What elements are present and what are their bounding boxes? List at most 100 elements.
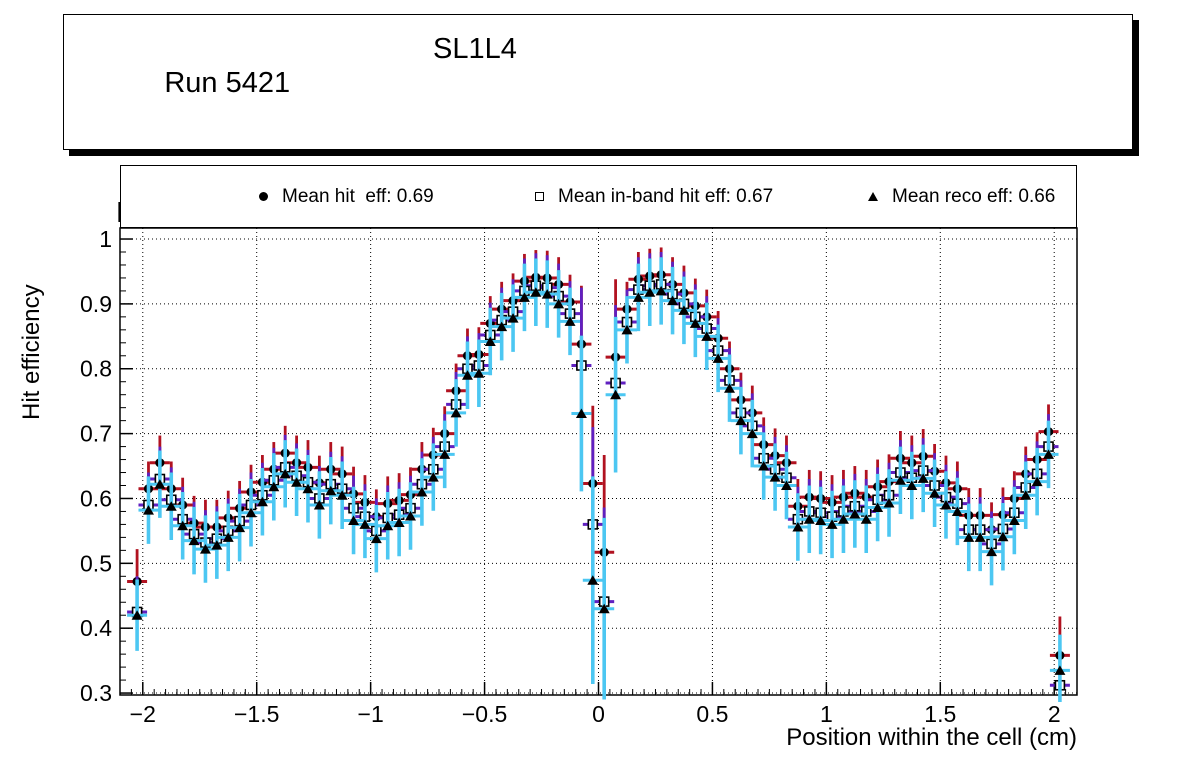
data-point-triangle <box>769 472 781 482</box>
data-point-triangle <box>587 575 599 585</box>
data-point-triangle <box>473 368 485 378</box>
data-point-triangle <box>484 336 496 347</box>
x-tick-label: 1.5 <box>924 701 956 727</box>
data-point-triangle <box>427 472 439 482</box>
data-point-triangle <box>906 480 918 490</box>
data-point-triangle <box>872 502 884 513</box>
data-point-triangle <box>439 449 451 459</box>
x-tick-label: 0 <box>592 701 605 727</box>
x-tick-label: 0.5 <box>696 701 728 727</box>
data-point-triangle <box>416 486 428 497</box>
data-point-triangle <box>291 477 303 487</box>
data-point-triangle <box>234 522 246 533</box>
data-point-triangle <box>689 318 701 328</box>
legend-label-reco-eff: Mean reco eff: 0.66 <box>892 185 1056 207</box>
y-tick-label: 0.3 <box>80 680 112 706</box>
data-point-triangle <box>211 540 223 550</box>
data-point-triangle <box>883 498 895 508</box>
data-point-triangle <box>758 461 770 471</box>
data-point-triangle <box>336 490 348 500</box>
data-point-triangle <box>1054 665 1066 675</box>
data-point-triangle <box>177 520 189 531</box>
filled-circle-icon <box>259 192 268 201</box>
legend-entry-reco-eff: Mean reco eff: 0.66 <box>868 166 1055 227</box>
data-point-triangle <box>530 287 542 297</box>
title-line-1: Run 5421 SL1L4 <box>116 32 1132 168</box>
y-tick-label: 0.8 <box>80 356 112 382</box>
data-point-triangle <box>302 483 314 494</box>
data-point-triangle <box>382 520 394 531</box>
data-point-triangle <box>929 488 941 498</box>
y-tick-label: 1 <box>99 226 112 252</box>
open-square-icon <box>535 192 544 201</box>
data-point-triangle <box>348 515 360 526</box>
data-point-triangle <box>131 610 143 620</box>
data-point-triangle <box>507 313 519 323</box>
data-point-triangle <box>724 383 736 393</box>
data-point-triangle <box>678 305 690 315</box>
data-point-triangle <box>997 531 1009 542</box>
legend-label-inband-hit-eff: Mean in-band hit eff: 0.67 <box>558 185 774 207</box>
y-tick-label: 0.9 <box>80 291 112 317</box>
x-tick-label: −1 <box>358 701 384 727</box>
data-point-triangle <box>632 292 644 302</box>
x-tick-label: 2 <box>1048 701 1061 727</box>
data-point-triangle <box>313 499 325 510</box>
data-point-triangle <box>359 519 371 529</box>
data-point-triangle <box>564 316 576 326</box>
data-point-triangle <box>780 480 792 490</box>
data-point-triangle <box>188 535 200 546</box>
data-point-triangle <box>1020 490 1032 500</box>
data-point-triangle <box>655 285 667 296</box>
data-point-triangle <box>849 509 861 519</box>
data-point-triangle <box>894 475 906 485</box>
x-tick-label: −2 <box>130 701 156 727</box>
data-point-triangle <box>644 287 656 297</box>
chamber-layer-text: SL1L4 <box>433 33 517 65</box>
data-point-triangle <box>621 324 633 335</box>
y-tick-label: 0.5 <box>80 550 112 576</box>
filled-triangle-icon <box>868 192 878 201</box>
data-point-triangle <box>712 353 724 363</box>
legend-label-hit-eff: Mean hit eff: 0.69 <box>282 185 434 207</box>
data-point-triangle <box>701 331 713 341</box>
x-axis-title: Position within the cell (cm) <box>786 724 1077 751</box>
data-point-triangle <box>735 415 747 426</box>
data-point-triangle <box>860 514 872 524</box>
y-tick-label: 0.7 <box>80 421 112 447</box>
data-point-triangle <box>405 510 417 521</box>
data-point-triangle <box>496 321 508 332</box>
data-point-triangle <box>575 408 587 419</box>
data-point-triangle <box>1031 476 1043 487</box>
data-point-triangle <box>279 468 291 479</box>
data-point-triangle <box>963 532 975 542</box>
data-point-triangle <box>245 507 257 518</box>
data-point-triangle <box>917 473 929 483</box>
data-point-triangle <box>1043 449 1055 459</box>
data-point-triangle <box>165 501 177 511</box>
data-point-triangle <box>792 522 804 532</box>
x-tick-label: 1 <box>820 701 833 727</box>
data-point-triangle <box>541 289 553 299</box>
x-tick-label: −0.5 <box>462 701 507 727</box>
data-point-triangle <box>598 603 610 614</box>
legend-entry-inband-hit-eff: Mean in-band hit eff: 0.67 <box>535 166 773 227</box>
data-point-triangle <box>837 514 849 524</box>
data-point-triangle <box>974 532 986 542</box>
data-point-triangle <box>393 517 405 527</box>
y-tick-label: 0.4 <box>80 615 112 641</box>
legend-box: Mean hit eff: 0.69 Mean in-band hit eff:… <box>120 165 1077 228</box>
data-point-triangle <box>610 389 622 400</box>
data-point-triangle <box>256 496 268 507</box>
data-point-triangle <box>667 295 679 306</box>
data-point-triangle <box>553 298 565 309</box>
data-point-triangle <box>803 514 815 524</box>
data-point-triangle <box>1008 515 1020 526</box>
data-point-triangle <box>450 407 462 418</box>
legend-entry-hit-eff: Mean hit eff: 0.69 <box>259 166 434 227</box>
data-point-triangle <box>951 506 963 516</box>
y-tick-label: 0.6 <box>80 485 112 511</box>
data-point-triangle <box>746 428 758 439</box>
data-point-triangle <box>461 370 473 380</box>
